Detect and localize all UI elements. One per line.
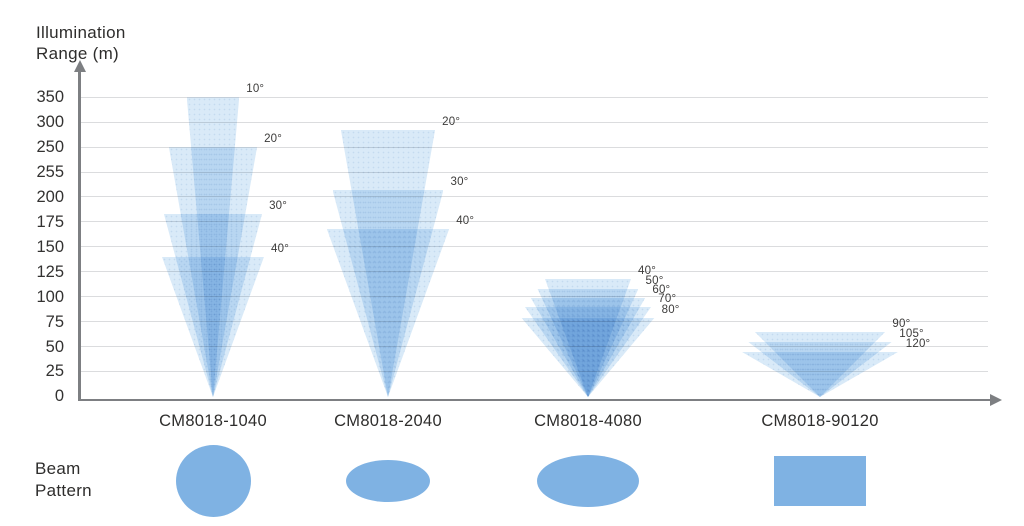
gridline [80,146,988,148]
beam-cone [161,256,265,397]
beam-angle-label: 105° [899,327,924,340]
y-axis-tick-label: 25 [45,362,64,381]
product-model-label: CM8018-2040 [334,412,442,430]
y-axis-tick-label: 250 [36,138,64,157]
beam-angle-label: 40° [456,214,475,227]
beam-angle-label: 90° [892,317,911,330]
y-axis-title-line1: Illumination [36,23,126,42]
beam-pattern-ellipse [346,460,430,502]
beam-pattern-circle [175,445,251,517]
beam-cone [521,317,655,397]
product-model-label: CM8018-1040 [159,412,267,430]
x-axis-line [78,398,992,401]
gridline [80,271,988,273]
y-axis-title-line2: Range (m) [36,44,120,63]
beam-angle-label: 50° [645,274,664,287]
beam-angle-label: 70° [658,292,677,305]
beam-angle-label: 120° [905,337,931,350]
gridline [80,171,988,173]
y-axis-tick-label: 100 [36,287,64,306]
beam-angle-label: 40° [271,242,290,255]
y-axis-tick-label: 300 [36,113,64,132]
beam-angle-label: 30° [450,175,469,188]
beam-angle-label: 80° [661,303,680,316]
gridline [80,296,988,298]
beam-pattern-title-line1: Beam [35,459,81,478]
beam-cone [741,351,899,397]
y-axis-tick-label: 50 [45,337,64,356]
beam-angle-label: 30° [269,199,288,212]
gridline [80,121,988,123]
beam-pattern-wide-ellipse [537,455,639,507]
y-axis-tick-label: 0 [54,387,64,406]
gridline [80,221,988,223]
y-axis-title: Illumination Range (m) [36,22,126,64]
beam-angle-label: 10° [246,83,265,96]
gridline [80,96,988,98]
beam-angle-label: 40° [638,264,657,277]
beam-angle-label: 20° [442,115,461,128]
x-axis-arrow-icon [990,393,1002,406]
beam-pattern-title-line2: Pattern [35,481,92,500]
gridline [80,346,988,348]
beam-pattern-rectangle [774,456,866,506]
product-model-label: CM8018-4080 [534,412,642,430]
product-model-label: CM8018-90120 [761,412,879,430]
y-axis-tick-label: 350 [36,88,64,107]
gridline [80,370,988,372]
y-axis-tick-label: 200 [36,187,64,206]
y-axis-tick-label: 150 [36,237,64,256]
y-axis-tick-label: 175 [36,212,64,231]
beam-pattern-title: Beam Pattern [35,458,92,502]
gridline [80,246,988,248]
beam-angle-label: 20° [264,133,283,146]
y-axis-line [78,66,81,400]
y-axis-arrow-icon [73,60,86,72]
gridline [80,196,988,198]
y-axis-tick-label: 75 [45,312,64,331]
y-axis-tick-label: 125 [36,262,64,281]
beam-angle-label: 60° [652,283,671,296]
y-axis-tick-label: 255 [36,163,64,181]
